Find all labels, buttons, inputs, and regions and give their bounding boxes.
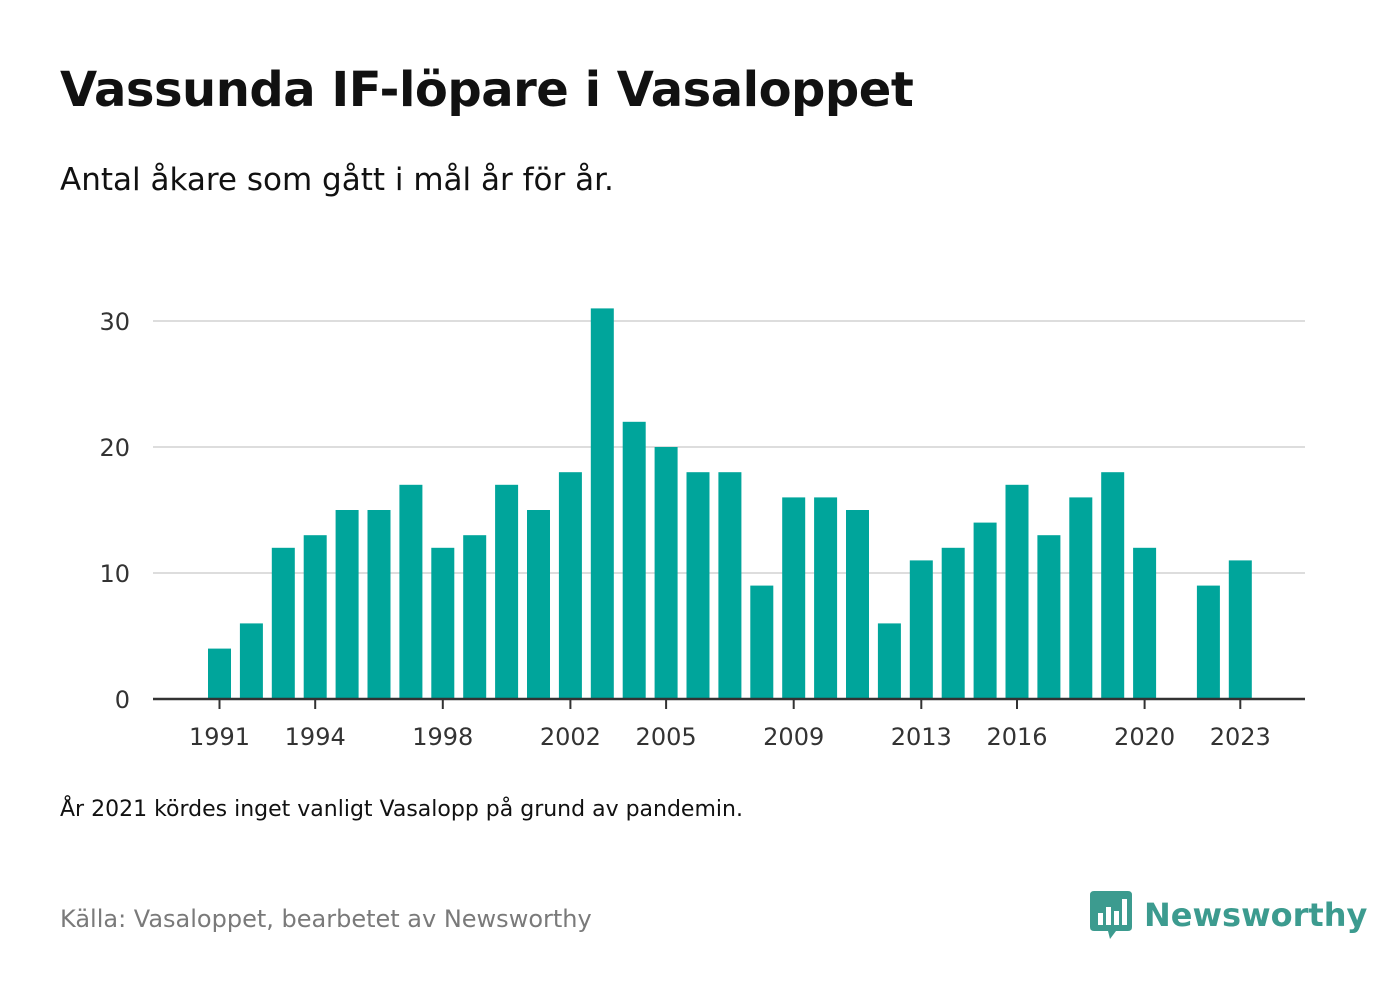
x-tick-label-2020: 2020: [1114, 723, 1175, 751]
x-tick-label-2005: 2005: [636, 723, 697, 751]
bar-1995: [335, 510, 359, 699]
x-tick-label-2002: 2002: [540, 723, 601, 751]
bar-chart: 0 10 20 30 1991 1994 1998 2002 2005 2009 2013 2016 2…: [99, 308, 1305, 751]
x-tick-label-1991: 1991: [189, 723, 250, 751]
bar-2015: [973, 522, 997, 699]
bar-2018: [1069, 497, 1093, 699]
bar-2002: [558, 472, 582, 699]
bar-2016: [1005, 484, 1029, 699]
bar-2005: [654, 447, 678, 699]
y-tick-label-10: 10: [99, 560, 130, 588]
x-tick-label-1998: 1998: [412, 723, 473, 751]
bar-chart-icon: [1090, 891, 1132, 939]
bar-2009: [782, 497, 806, 699]
bar-1998: [431, 547, 455, 699]
bar-2023: [1228, 560, 1252, 699]
chart-title: Vassunda IF-löpare i Vasaloppet: [60, 62, 914, 118]
x-tick-label-1994: 1994: [285, 723, 346, 751]
bar-2003: [590, 308, 614, 699]
bar-2010: [814, 497, 838, 699]
x-tick-label-2023: 2023: [1210, 723, 1271, 751]
bar-2012: [877, 623, 901, 699]
axes: [153, 697, 1305, 709]
chart-subtitle: Antal åkare som gått i mål år för år.: [60, 162, 614, 198]
bar-2001: [527, 510, 550, 699]
bar-2022: [1196, 585, 1220, 699]
bar-1991: [208, 648, 231, 699]
bar-2017: [1037, 535, 1061, 699]
x-tick-label-2016: 2016: [986, 723, 1047, 751]
newsworthy-logo[interactable]: Newsworthy: [1090, 890, 1367, 940]
bars: [208, 308, 1252, 699]
bar-2006: [686, 472, 710, 699]
bar-2013: [909, 560, 933, 699]
bar-1997: [399, 484, 423, 699]
y-tick-label-30: 30: [99, 308, 130, 336]
y-tick-label-20: 20: [99, 434, 130, 462]
bar-2007: [718, 472, 742, 699]
bar-1999: [463, 535, 487, 699]
x-tick-label-2013: 2013: [891, 723, 952, 751]
bar-2019: [1101, 472, 1125, 699]
bar-2008: [750, 585, 774, 699]
source-credit: Källa: Vasaloppet, bearbetet av Newswort…: [60, 905, 592, 933]
bar-1994: [303, 535, 327, 699]
tick-labels: 0 10 20 30 1991 1994 1998 2002 2005 2009 2013 2016 2…: [99, 308, 1270, 751]
bar-2020: [1133, 547, 1157, 699]
bar-2014: [941, 547, 965, 699]
bar-1993: [271, 547, 295, 699]
bar-2004: [622, 421, 646, 699]
bar-1996: [367, 510, 391, 699]
y-tick-label-0: 0: [115, 686, 130, 714]
bar-2000: [495, 484, 519, 699]
bar-2011: [846, 510, 869, 699]
x-tick-label-2009: 2009: [763, 723, 824, 751]
footnote: År 2021 kördes inget vanligt Vasalopp på…: [60, 797, 743, 822]
brand-name: Newsworthy: [1144, 896, 1368, 934]
bar-1992: [239, 623, 263, 699]
